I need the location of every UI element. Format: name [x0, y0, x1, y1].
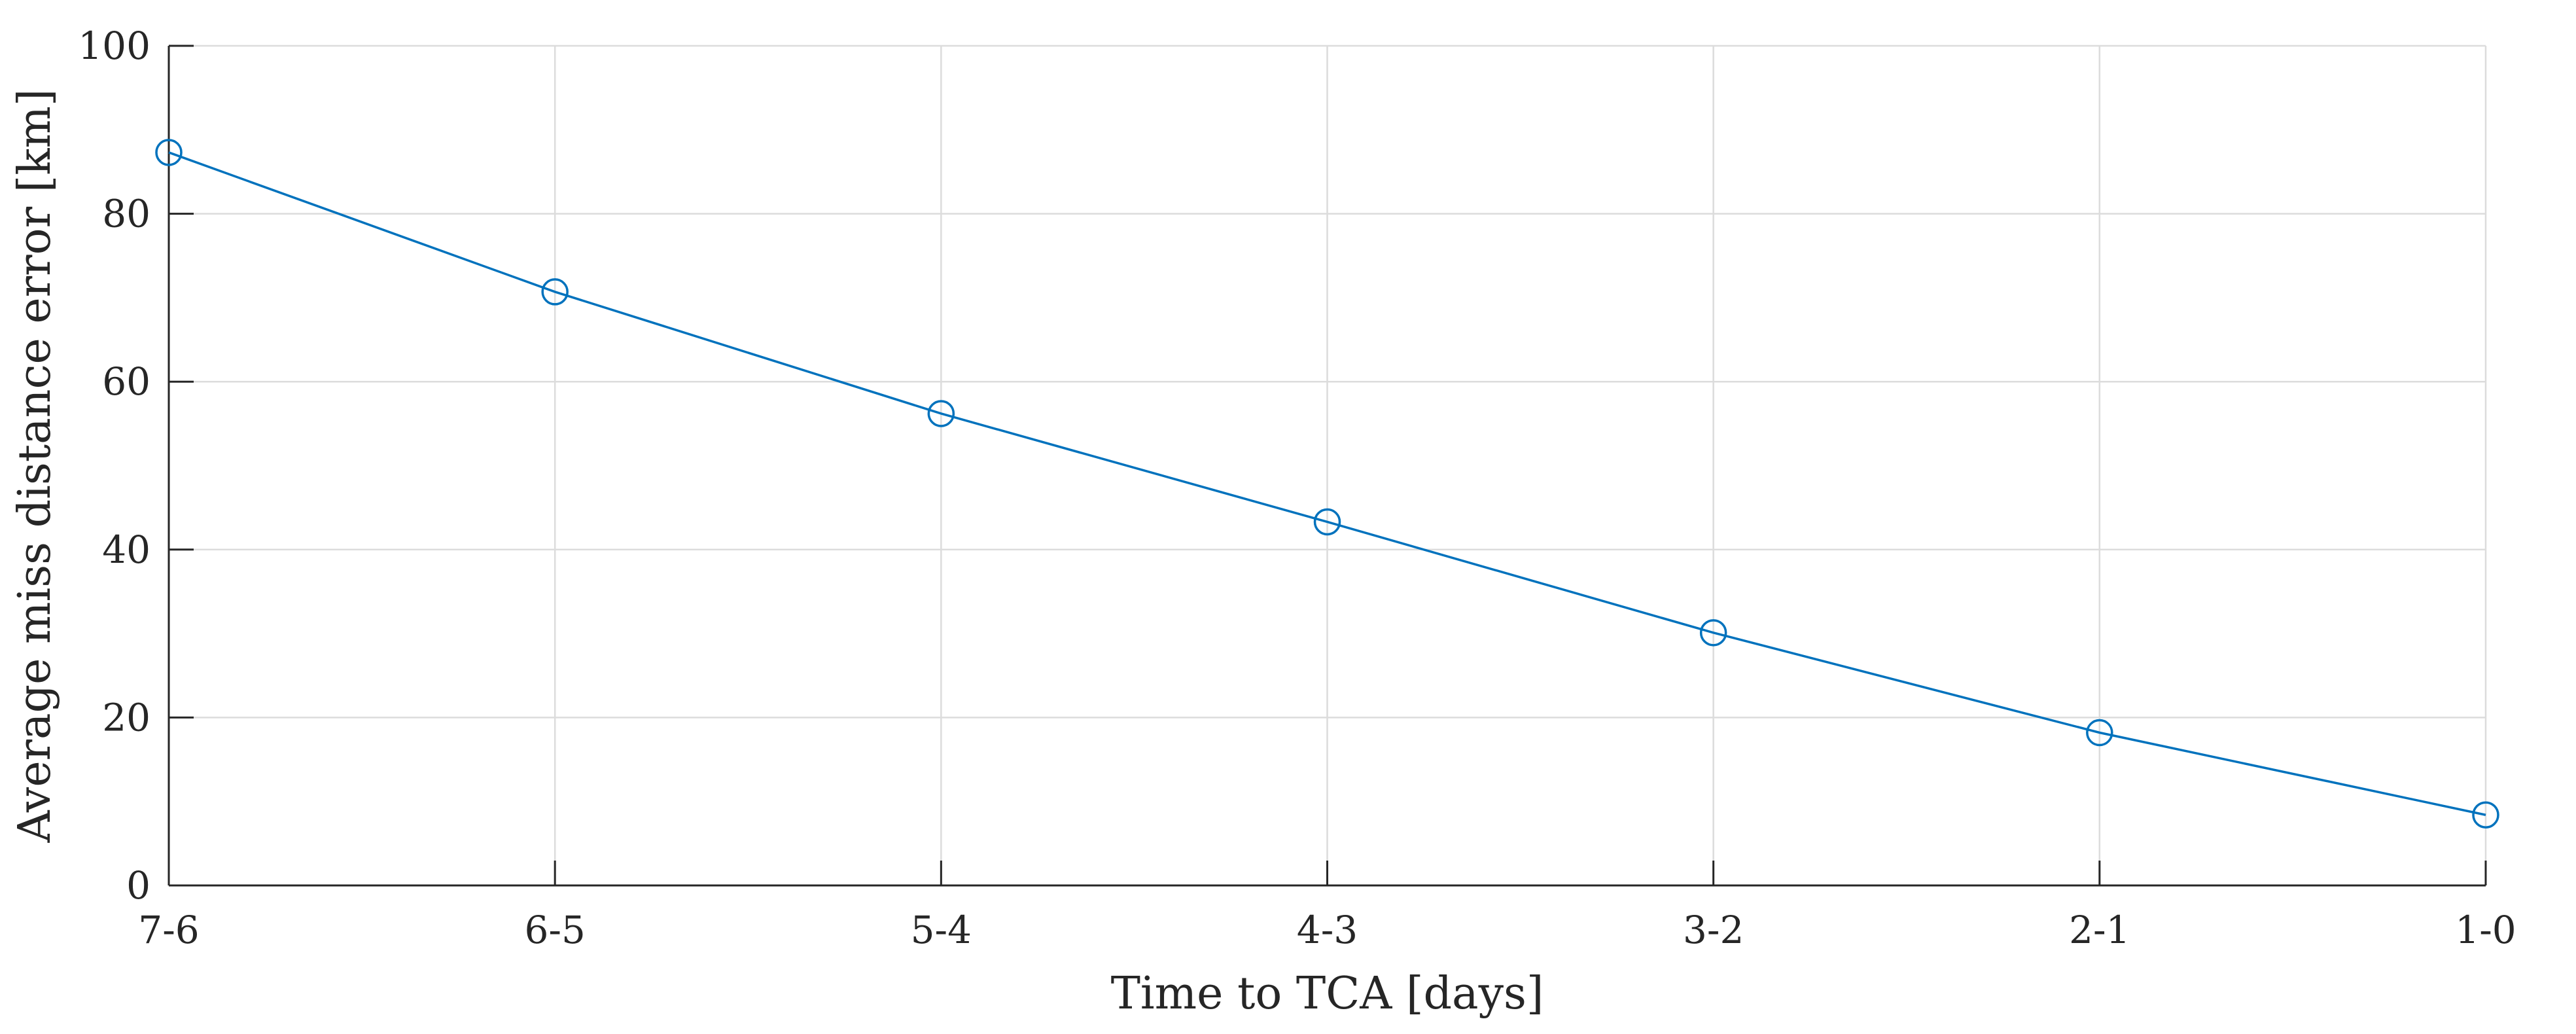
data-point: [155, 139, 183, 166]
ticks: 0 20 40 60 80 100 7-6 6-5 5-4 4-3 3-2 2-1 1-0: [78, 24, 2516, 952]
data-point: [2472, 801, 2499, 829]
data-point: [1699, 619, 1727, 647]
y-tick-label: 80: [102, 192, 150, 236]
data-point: [927, 400, 955, 427]
grid: [169, 45, 2487, 885]
x-tick-label: 7-6: [138, 908, 199, 952]
x-tick-label: 4-3: [1297, 908, 1358, 952]
series-line: [168, 151, 2486, 816]
x-tick-label: 1-0: [2455, 908, 2516, 952]
x-axis-label: Time to TCA [days]: [1111, 968, 1544, 1020]
data-point: [1313, 508, 1341, 536]
y-tick-label: 100: [78, 24, 150, 68]
x-tick-label: 2-1: [2069, 908, 2130, 952]
x-tick-label: 3-2: [1683, 908, 1744, 952]
series: [155, 139, 2499, 829]
y-tick-label: 20: [102, 695, 150, 740]
y-axis-label: Average miss distance error [km]: [9, 89, 61, 844]
data-point: [541, 278, 569, 306]
data-point: [2086, 719, 2113, 747]
y-tick-label: 40: [102, 527, 150, 572]
y-tick-label: 0: [126, 863, 150, 908]
x-tick-label: 5-4: [911, 908, 972, 952]
x-tick-label: 6-5: [524, 908, 585, 952]
y-tick-label: 60: [102, 359, 150, 404]
